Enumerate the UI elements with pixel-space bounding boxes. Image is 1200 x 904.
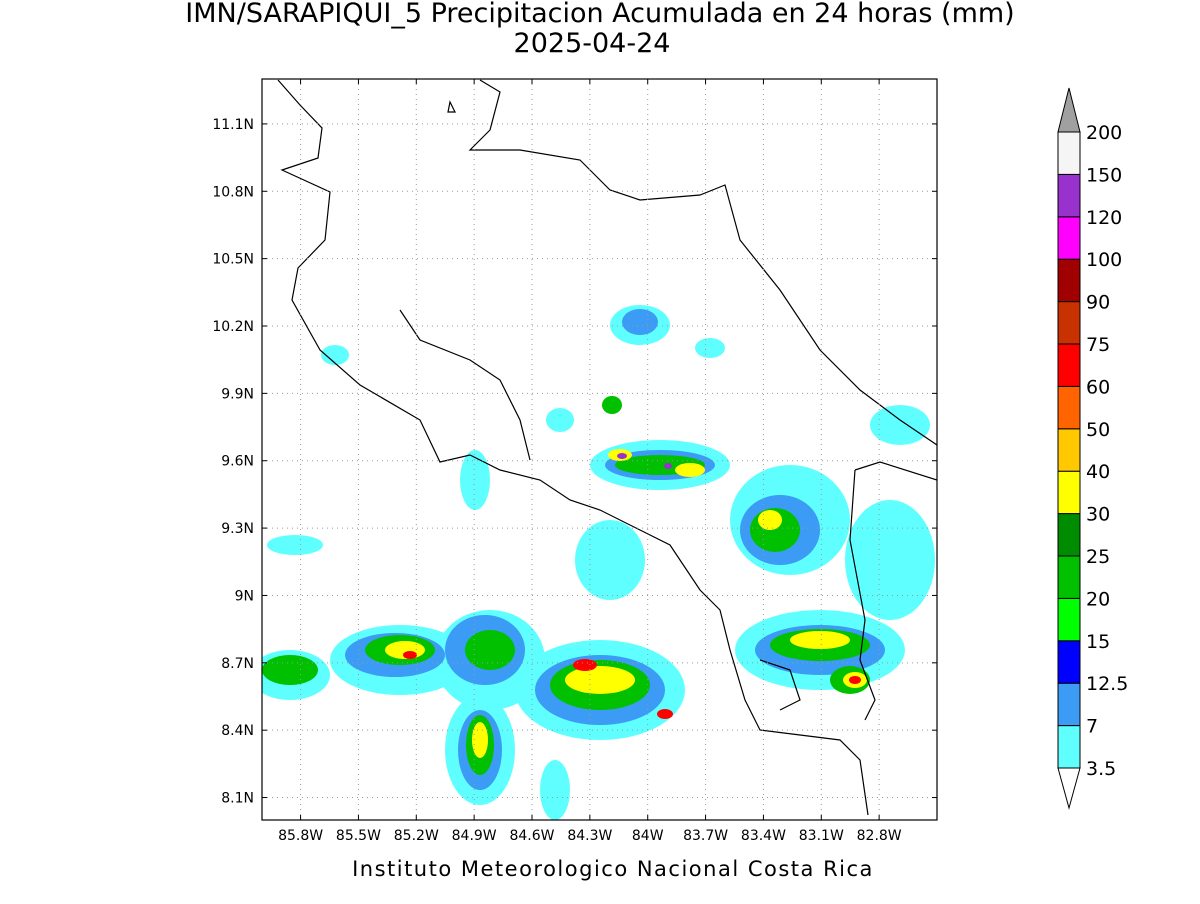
colorbar-label: 60 — [1086, 376, 1110, 398]
lon-label: 84.3W — [567, 828, 612, 844]
lon-label: 83.4W — [741, 828, 786, 844]
colorbar-box — [1057, 131, 1081, 175]
lon-label: 84.9W — [452, 828, 497, 844]
lat-label: 9.6N — [221, 454, 254, 470]
lon-label: 82.8W — [857, 828, 902, 844]
colorbar-label: 75 — [1086, 334, 1110, 356]
colorbar-box — [1057, 428, 1081, 472]
lon-label: 83.7W — [683, 828, 728, 844]
title: IMN/SARAPIQUI_5 Precipitacion Acumulada … — [185, 0, 1014, 29]
lon-label: 84.6W — [509, 828, 554, 844]
colorbar-box — [1057, 258, 1081, 303]
lat-label: 10.8N — [212, 184, 254, 200]
colorbar-label: 100 — [1086, 249, 1122, 271]
lat-label: 8.4N — [221, 723, 254, 739]
lat-label: 9.9N — [221, 386, 254, 402]
colorbar-box — [1057, 470, 1081, 515]
colorbar-box — [1057, 555, 1081, 599]
colorbar: 3.5 7 12.5 15 20 25 30 40 50 60 75 90 100 120 150 200 — [1057, 87, 1128, 810]
lat-label: 11.1N — [212, 117, 254, 133]
lat-label: 9.3N — [221, 521, 254, 537]
colorbar-label: 25 — [1086, 546, 1110, 568]
grid: 11.1N 10.8N 10.5N 10.2N 9.9N 9.6N 9.3N 9N 8.7N 8.… — [212, 79, 937, 844]
colorbar-box — [1057, 216, 1081, 260]
colorbar-label: 12.5 — [1086, 673, 1128, 695]
lon-label: 85.2W — [394, 828, 439, 844]
lon-label: 85.8W — [278, 828, 323, 844]
colorbar-label: 15 — [1086, 631, 1110, 653]
precipitation-field — [262, 305, 935, 820]
colorbar-label: 90 — [1086, 292, 1110, 314]
colorbar-label: 200 — [1086, 122, 1122, 144]
colorbar-box — [1057, 173, 1081, 218]
lon-label: 85.5W — [336, 828, 381, 844]
colorbar-label: 40 — [1086, 461, 1110, 483]
lat-label: 8.7N — [221, 656, 254, 672]
colorbar-label: 150 — [1086, 164, 1122, 186]
lon-label: 83.1W — [799, 828, 844, 844]
colorbar-under — [1057, 767, 1081, 810]
colorbar-label: 120 — [1086, 207, 1122, 229]
lon-label: 84W — [632, 828, 664, 844]
colorbar-box — [1057, 385, 1081, 430]
colorbar-box — [1057, 343, 1081, 387]
subtitle: 2025-04-24 — [514, 28, 671, 59]
colorbar-label: 50 — [1086, 419, 1110, 441]
colorbar-box — [1057, 640, 1081, 684]
lat-label: 10.5N — [212, 252, 254, 268]
colorbar-over — [1057, 87, 1081, 133]
footer: Instituto Meteorologico Nacional Costa R… — [352, 857, 874, 881]
colorbar-label: 30 — [1086, 504, 1110, 526]
lat-label: 9N — [235, 588, 254, 604]
colorbar-box — [1057, 301, 1081, 345]
colorbar-box — [1057, 597, 1081, 642]
colorbar-box — [1057, 725, 1081, 769]
colorbar-box — [1057, 682, 1081, 727]
colorbar-box — [1057, 513, 1081, 557]
colorbar-label: 20 — [1086, 588, 1110, 610]
colorbar-label: 3.5 — [1086, 758, 1116, 780]
lat-label: 8.1N — [221, 791, 254, 807]
lat-label: 10.2N — [212, 319, 254, 335]
map-frame — [261, 78, 938, 821]
colorbar-label: 7 — [1086, 716, 1098, 738]
